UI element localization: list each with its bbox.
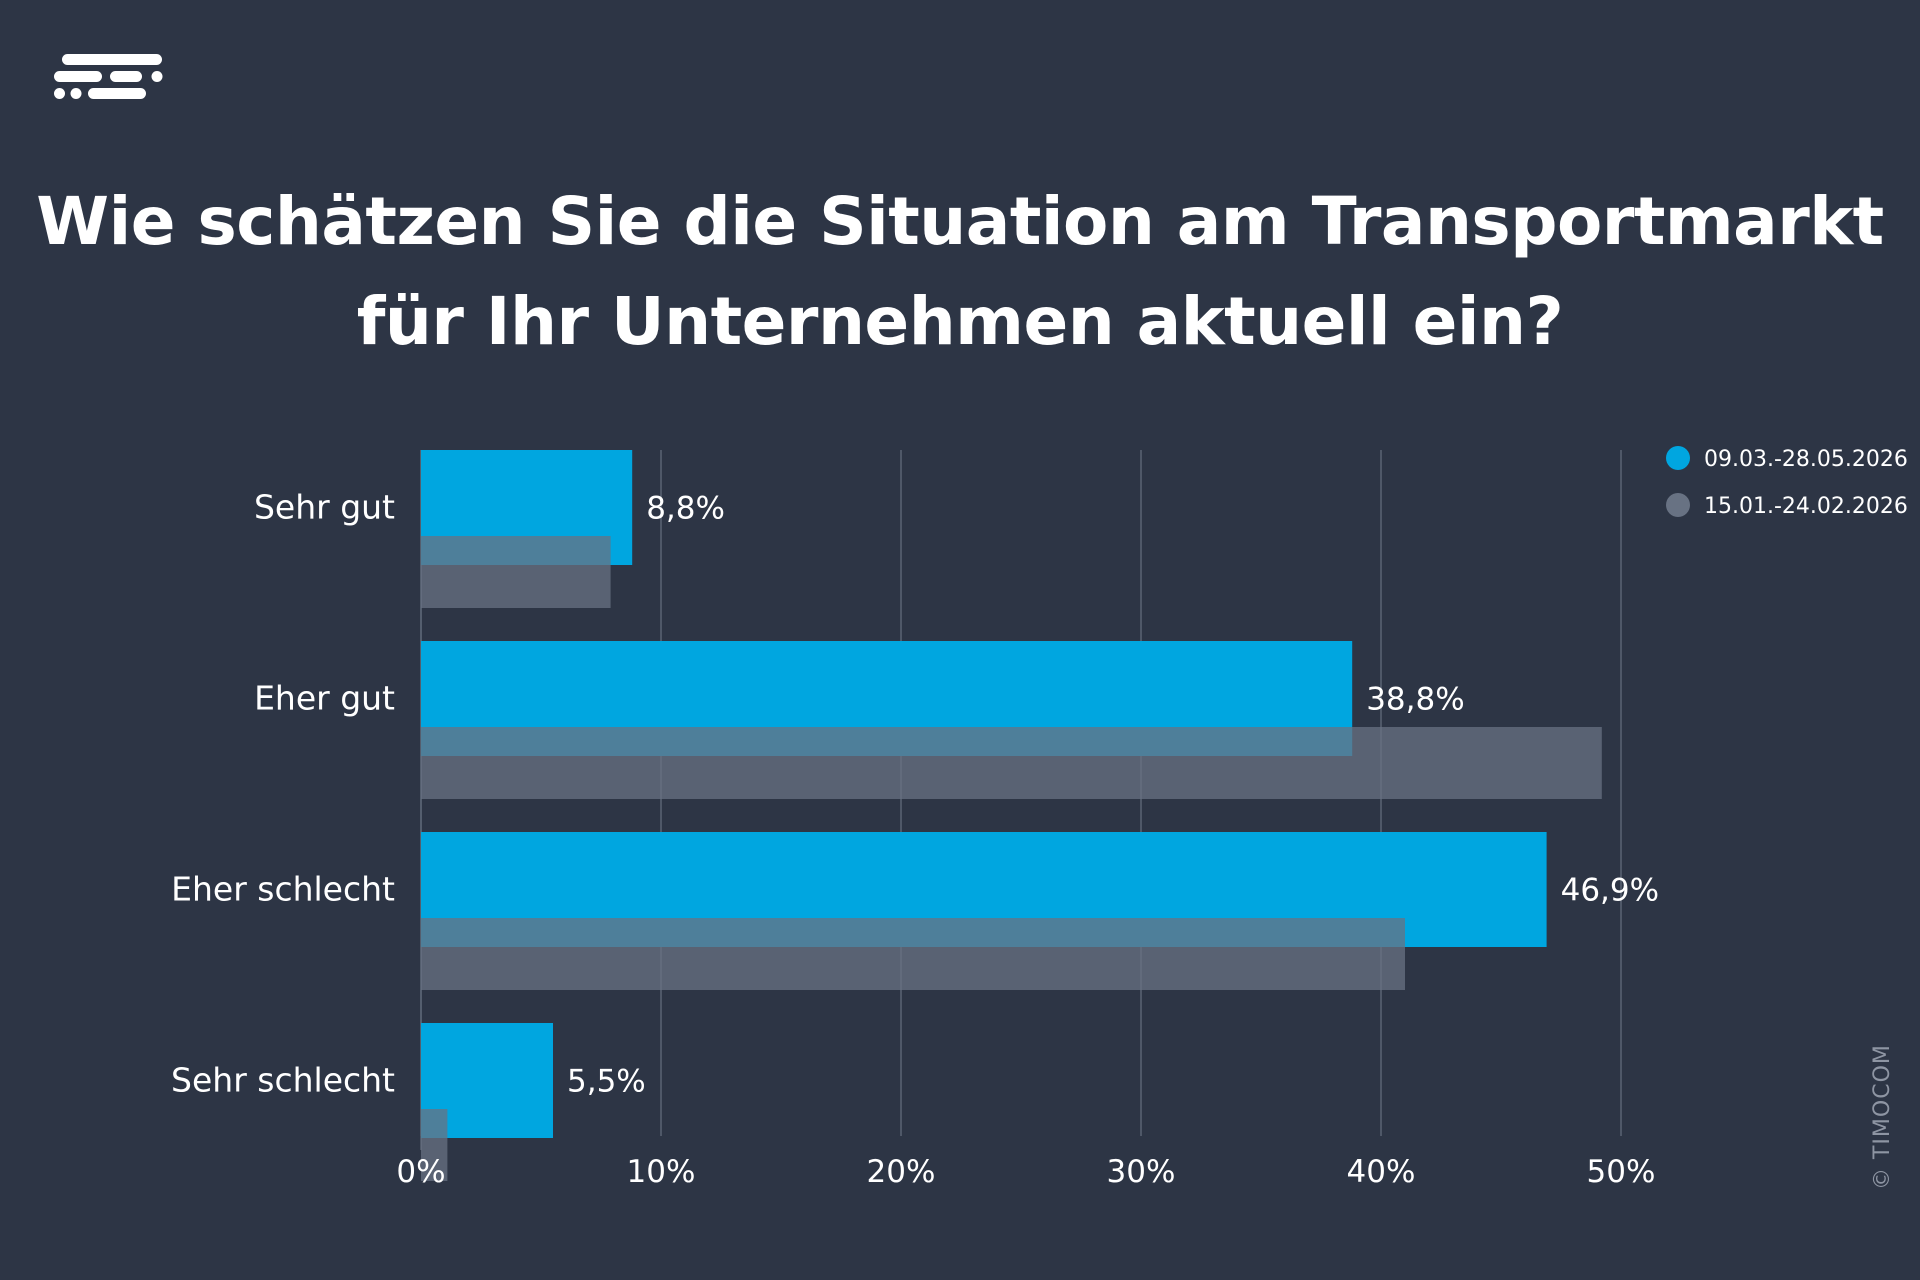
bar-previous — [421, 727, 1602, 799]
chart-title: Wie schätzen Sie die Situation am Transp… — [0, 172, 1920, 372]
x-tick-label: 50% — [1587, 1154, 1656, 1190]
value-label: 38,8% — [1366, 682, 1464, 718]
value-label: 8,8% — [646, 491, 725, 527]
chart-title-line-1: Wie schätzen Sie die Situation am Transp… — [36, 183, 1884, 260]
labels: 0% 10% 20% 30% 40% 50% Sehr gut 8,8% Eher gut 38,… — [171, 488, 1659, 1191]
category-label: Sehr gut — [254, 488, 395, 527]
value-label: 5,5% — [567, 1064, 646, 1100]
category-label: Eher gut — [254, 679, 395, 718]
timocom-logo-icon — [54, 54, 163, 99]
bar-previous — [421, 918, 1405, 990]
category-label: Eher schlecht — [171, 870, 395, 909]
legend: 09.03.-28.05.2026 15.01.-24.02.2026 — [1666, 446, 1908, 519]
legend-swatch — [1666, 446, 1690, 470]
bar-previous — [421, 1109, 448, 1181]
category-label: Sehr schlecht — [171, 1061, 395, 1100]
value-label: 46,9% — [1561, 873, 1659, 909]
x-tick-label: 20% — [867, 1154, 936, 1190]
x-tick-label: 10% — [627, 1154, 696, 1190]
copyright-notice: © TIMOCOM — [1870, 1044, 1895, 1190]
legend-swatch — [1666, 493, 1690, 517]
bar-previous — [421, 536, 611, 608]
x-tick-label: 0% — [396, 1154, 445, 1190]
legend-label: 15.01.-24.02.2026 — [1704, 494, 1908, 519]
legend-label: 09.03.-28.05.2026 — [1704, 447, 1908, 472]
bars — [421, 450, 1602, 1181]
chart-title-line-2: für Ihr Unternehmen aktuell ein? — [356, 283, 1564, 360]
x-tick-label: 40% — [1347, 1154, 1416, 1190]
x-tick-label: 30% — [1107, 1154, 1176, 1190]
